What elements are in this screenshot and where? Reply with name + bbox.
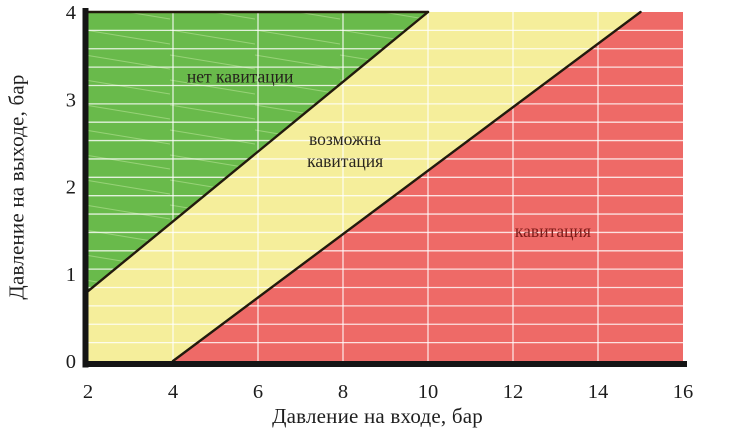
x-tick-label: 10 bbox=[418, 381, 439, 403]
x-tick-label: 14 bbox=[588, 381, 609, 403]
region-possible-cavitation bbox=[88, 12, 641, 361]
y-tick-label: 2 bbox=[66, 177, 76, 199]
x-tick-label: 8 bbox=[338, 381, 348, 403]
x-tick-label: 2 bbox=[83, 381, 93, 403]
x-axis-line bbox=[82, 361, 687, 367]
y-axis-title: Давление на выходе, бар bbox=[4, 74, 29, 300]
x-tick-label: 4 bbox=[168, 381, 178, 403]
region-label-cavitation: кавитация bbox=[515, 221, 591, 241]
region-label-possible-cavitation: кавитация bbox=[307, 151, 383, 171]
y-tick-label: 0 bbox=[66, 351, 76, 373]
x-tick-label: 12 bbox=[503, 381, 524, 403]
x-axis-title: Давление на входе, бар bbox=[272, 404, 483, 428]
region-label-no-cavitation: нет кавитации bbox=[187, 67, 294, 87]
y-axis-line bbox=[82, 8, 89, 368]
y-tick-label: 4 bbox=[66, 2, 76, 24]
y-tick-label: 1 bbox=[66, 264, 76, 286]
region-label-possible-cavitation: возможна bbox=[309, 129, 381, 149]
no-cavitation-limit bbox=[86, 10, 430, 293]
x-tick-label: 16 bbox=[673, 381, 694, 403]
x-tick-label: 6 bbox=[253, 381, 263, 403]
y-tick-label: 3 bbox=[66, 89, 76, 111]
cavitation-limit bbox=[171, 10, 642, 363]
